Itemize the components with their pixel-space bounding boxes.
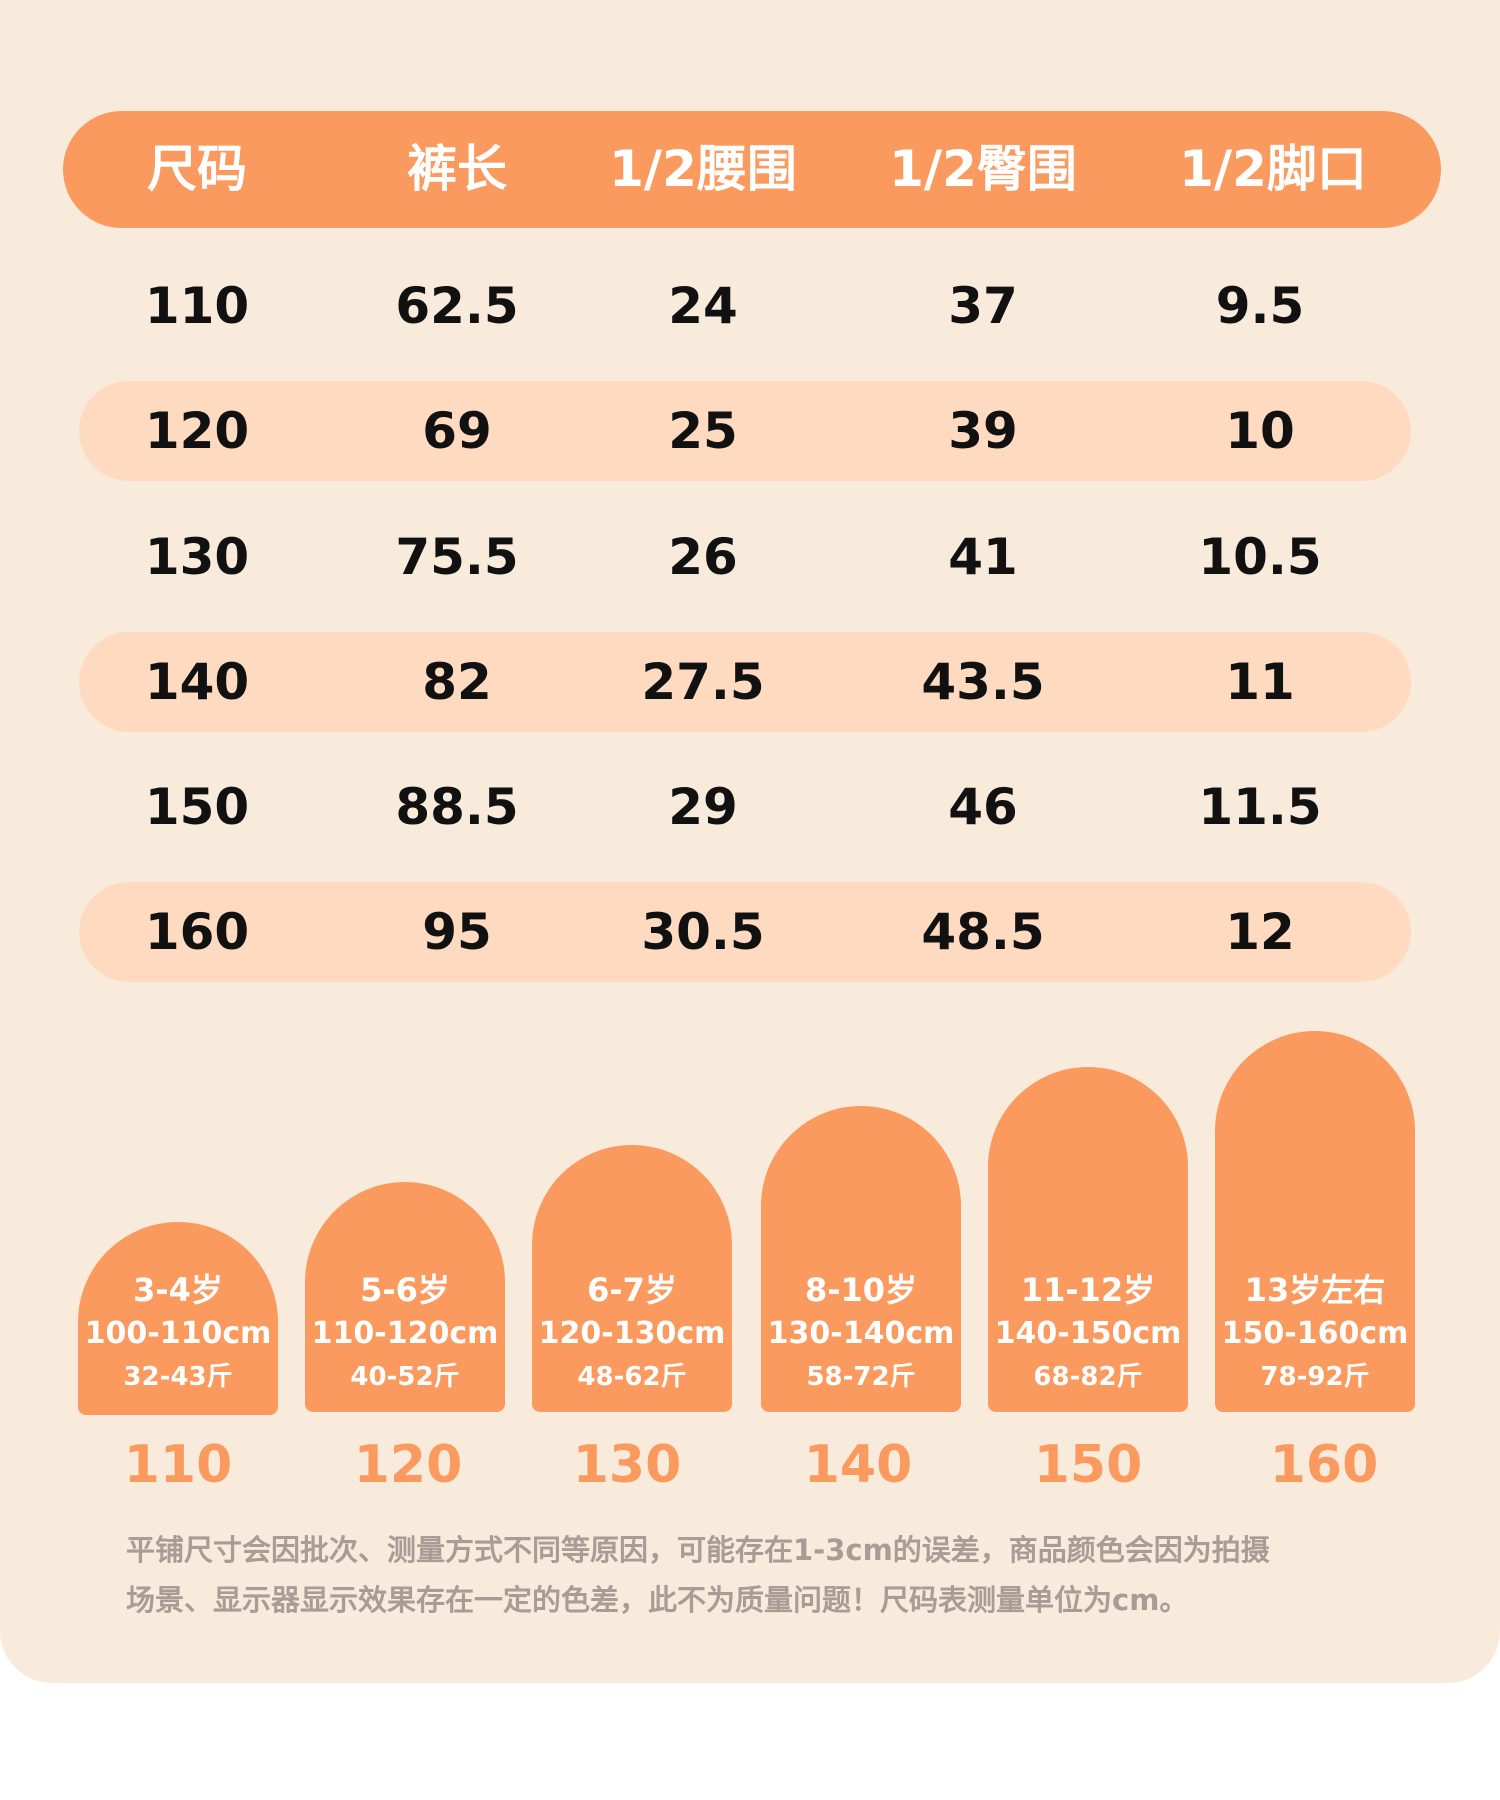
size-guide-age: 8-10岁 [804, 1271, 918, 1309]
size-guide-height: 150-160cm [1221, 1316, 1409, 1351]
size-guide-weight: 58-72斤 [806, 1362, 916, 1392]
table-cell-half-waist: 24 [668, 277, 738, 335]
table-cell-size: 150 [144, 778, 250, 836]
header-half-hip: 1/2臀围 [889, 140, 1077, 198]
size-guide-weight: 78-92斤 [1260, 1362, 1370, 1392]
table-cell-half-hip: 37 [948, 277, 1018, 335]
size-guide-label: 140 [803, 1435, 913, 1495]
table-cell-half-leg-opening: 11.5 [1198, 778, 1322, 836]
size-guide-badge-140: 8-10岁 130-140cm 58-72斤 [761, 1106, 961, 1412]
table-cell-half-waist: 27.5 [641, 653, 765, 711]
row-band-120 [79, 381, 1411, 481]
size-guide-badge-120: 5-6岁 110-120cm 40-52斤 [305, 1182, 505, 1412]
table-cell-half-waist: 29 [668, 778, 738, 836]
size-guide-weight: 40-52斤 [350, 1362, 460, 1392]
size-guide-label: 150 [1033, 1435, 1143, 1495]
size-guide-badge-130: 6-7岁 120-130cm 48-62斤 [532, 1145, 732, 1412]
size-guide-height: 100-110cm [84, 1316, 272, 1351]
size-chart-card: 尺码 裤长 1/2腰围 1/2臀围 1/2脚口 110 62.5 24 37 9… [0, 0, 1500, 1683]
measurement-note-line: 场景、显示器显示效果存在一定的色差，此不为质量问题！尺码表测量单位为cm。 [126, 1583, 1189, 1617]
table-cell-half-hip: 48.5 [921, 903, 1045, 961]
header-half-leg-opening: 1/2脚口 [1179, 140, 1367, 198]
table-cell-size: 120 [144, 402, 250, 460]
size-guide-age: 13岁左右 [1244, 1271, 1386, 1309]
table-cell-pants-length: 75.5 [395, 528, 519, 586]
table-header-bar [63, 111, 1441, 228]
table-cell-pants-length: 88.5 [395, 778, 519, 836]
header-half-waist: 1/2腰围 [609, 140, 797, 198]
size-guide-age: 6-7岁 [587, 1271, 677, 1309]
table-cell-half-hip: 39 [948, 402, 1018, 460]
table-cell-half-leg-opening: 11 [1225, 653, 1295, 711]
size-guide-weight: 68-82斤 [1033, 1362, 1143, 1392]
row-band-160 [79, 882, 1411, 982]
table-cell-pants-length: 62.5 [395, 277, 519, 335]
size-guide-label: 110 [123, 1435, 233, 1495]
table-cell-pants-length: 95 [422, 903, 492, 961]
size-guide-badge-160: 13岁左右 150-160cm 78-92斤 [1215, 1031, 1415, 1412]
table-cell-half-leg-opening: 10.5 [1198, 528, 1322, 586]
size-guide-badge-150: 11-12岁 140-150cm 68-82斤 [988, 1067, 1188, 1412]
table-cell-size: 140 [144, 653, 250, 711]
size-guide-height: 110-120cm [311, 1316, 499, 1351]
table-cell-half-waist: 30.5 [641, 903, 765, 961]
size-guide-age: 5-6岁 [360, 1271, 450, 1309]
table-cell-pants-length: 69 [422, 402, 492, 460]
table-cell-half-leg-opening: 9.5 [1215, 277, 1305, 335]
table-cell-size: 130 [144, 528, 250, 586]
measurement-note-line: 平铺尺寸会因批次、测量方式不同等原因，可能存在1-3cm的误差，商品颜色会因为拍… [126, 1533, 1270, 1567]
table-cell-size: 160 [144, 903, 250, 961]
table-cell-half-hip: 43.5 [921, 653, 1045, 711]
size-guide-height: 130-140cm [767, 1316, 955, 1351]
size-guide-badge-110: 3-4岁 100-110cm 32-43斤 [78, 1222, 278, 1415]
size-guide-height: 120-130cm [538, 1316, 726, 1351]
table-cell-half-hip: 41 [948, 528, 1018, 586]
size-guide-height: 140-150cm [994, 1316, 1182, 1351]
row-band-140 [79, 632, 1411, 732]
size-guide-label: 160 [1269, 1435, 1379, 1495]
table-cell-half-waist: 26 [668, 528, 738, 586]
header-pants-length: 裤长 [407, 140, 507, 198]
table-cell-half-hip: 46 [948, 778, 1018, 836]
header-size: 尺码 [147, 140, 247, 198]
size-guide-label: 120 [353, 1435, 463, 1495]
size-guide-weight: 48-62斤 [577, 1362, 687, 1392]
table-cell-size: 110 [144, 277, 250, 335]
table-cell-half-leg-opening: 12 [1225, 903, 1295, 961]
table-cell-half-leg-opening: 10 [1225, 402, 1295, 460]
size-guide-age: 3-4岁 [133, 1271, 223, 1309]
table-cell-half-waist: 25 [668, 402, 738, 460]
size-guide-age: 11-12岁 [1020, 1271, 1156, 1309]
table-cell-pants-length: 82 [422, 653, 492, 711]
size-guide-weight: 32-43斤 [123, 1362, 233, 1392]
measurement-note: 平铺尺寸会因批次、测量方式不同等原因，可能存在1-3cm的误差，商品颜色会因为拍… [126, 1525, 1416, 1625]
size-guide-label: 130 [572, 1435, 682, 1495]
